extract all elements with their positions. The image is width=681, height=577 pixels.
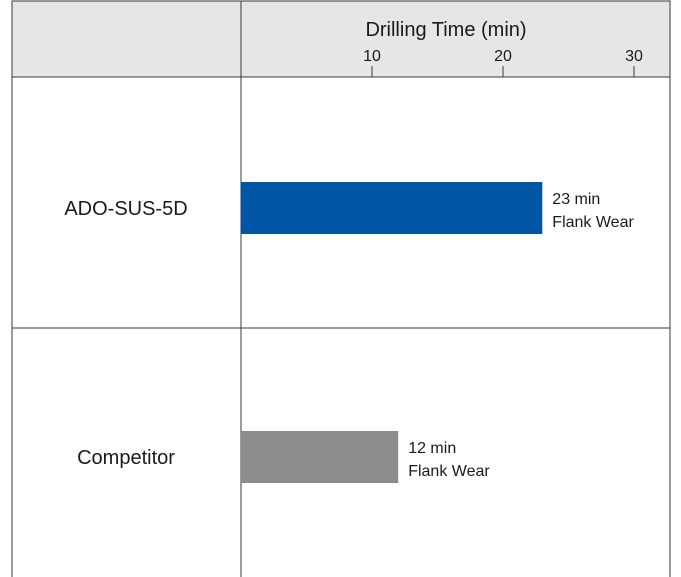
category-label: ADO-SUS-5D [64, 198, 187, 220]
header-background [11, 0, 671, 78]
x-tick-label: 30 [625, 48, 643, 65]
x-tick-label: 10 [363, 48, 381, 65]
bar-annotation: Flank Wear [408, 463, 490, 480]
bar-annotation: Flank Wear [552, 214, 634, 231]
bar [241, 182, 543, 234]
bar-value-label: 23 min [552, 191, 600, 208]
category-label: Competitor [77, 447, 175, 469]
x-ticks: 10 20 30 [363, 48, 643, 77]
x-tick-label: 20 [494, 48, 512, 65]
category-rows: ADO-SUS-5D Competitor [64, 198, 187, 469]
bar [241, 431, 399, 483]
axis-title: Drilling Time (min) [365, 19, 526, 41]
bars: 23 min Flank Wear 12 min Flank Wear [241, 182, 634, 483]
bar-value-label: 12 min [408, 440, 456, 457]
